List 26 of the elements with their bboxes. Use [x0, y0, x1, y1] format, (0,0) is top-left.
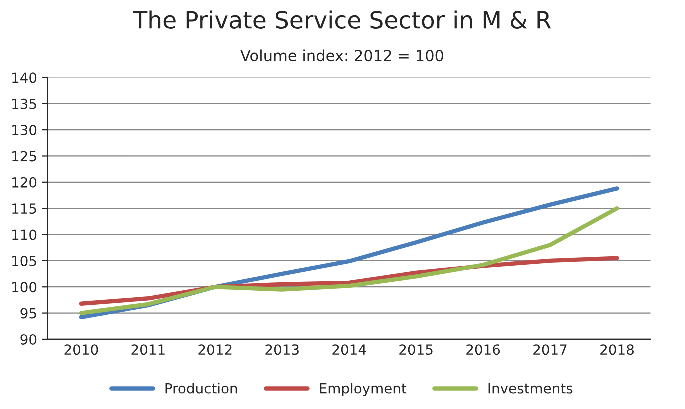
x-tick-label: 2012 [198, 344, 232, 356]
x-tick-label: 2018 [600, 344, 634, 356]
y-tick-label: 100 [12, 282, 37, 293]
y-tick-label: 110 [12, 230, 37, 240]
y-tick-label: 140 [12, 72, 37, 84]
y-tick-label: 95 [20, 308, 36, 319]
y-tick-label: 130 [12, 125, 37, 136]
x-tick-label: 2013 [266, 344, 299, 356]
chart-title: The Private Service Sector in M & R [133, 10, 552, 29]
x-tick-label: 2014 [332, 344, 366, 356]
y-tick-label: 105 [12, 256, 36, 266]
x-tick-label: 2010 [64, 344, 98, 356]
chart-subtitle: Volume index: 2012 = 100 [240, 50, 444, 62]
x-tick-label: 2017 [534, 344, 567, 356]
y-tick-label: 115 [12, 204, 36, 214]
y-tick-label: 125 [12, 151, 36, 162]
x-tick-label: 2015 [400, 344, 433, 356]
x-tick-label: 2016 [466, 344, 500, 356]
y-tick-label: 135 [12, 98, 36, 110]
y-tick-label: 90 [20, 334, 37, 345]
x-tick-label: 2011 [132, 344, 165, 356]
legend-label: Employment [320, 383, 407, 396]
y-tick-label: 120 [12, 177, 37, 188]
legend-label: Production [166, 383, 238, 394]
line-series [79, 206, 620, 316]
legend-label: Investments [488, 383, 573, 394]
